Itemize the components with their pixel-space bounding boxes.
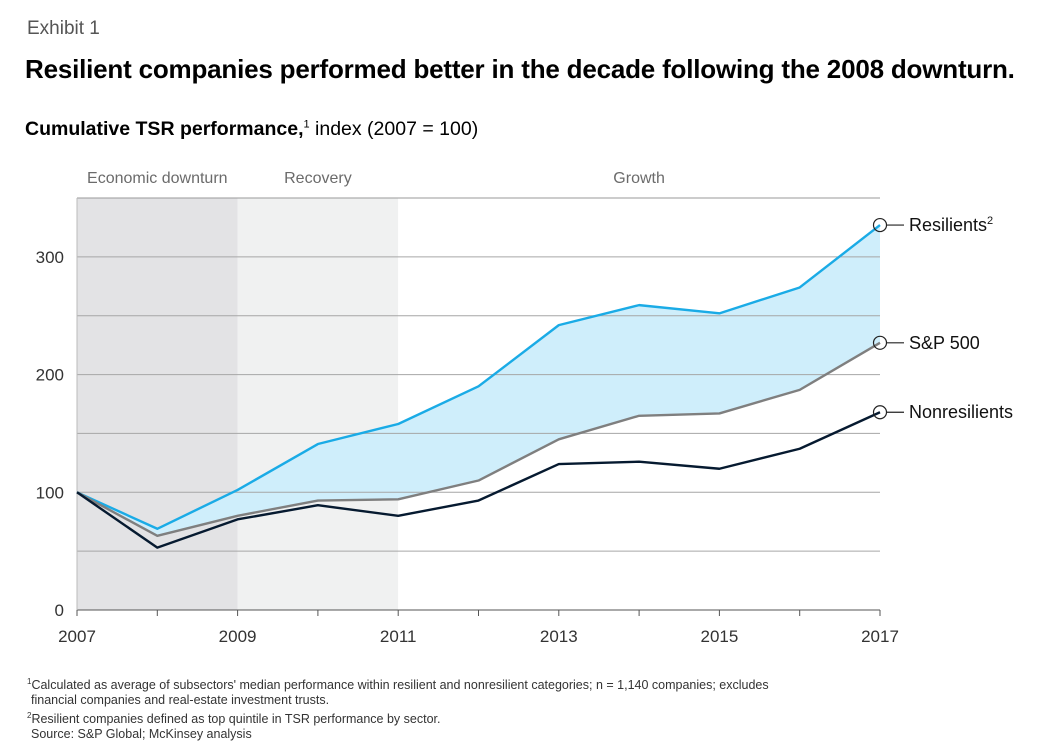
series-label-2: Nonresilients — [909, 402, 1013, 422]
footnote-1-marker: 1 — [27, 677, 32, 686]
series-label-text-2: Nonresilients — [909, 402, 1013, 422]
exhibit-label: Exhibit 1 — [27, 18, 100, 39]
chart-title: Resilient companies performed better in … — [25, 54, 1015, 84]
footnote-2: 2Resilient companies defined as top quin… — [27, 708, 769, 727]
series-line-s-p-500 — [76, 341, 881, 538]
subtitle-bold: Cumulative TSR performance, — [25, 118, 304, 140]
x-tick-2015: 2015 — [700, 627, 738, 646]
footnote-2-marker: 2 — [27, 711, 32, 721]
x-tick-2007: 2007 — [58, 627, 96, 646]
series-label-sup-0: 2 — [987, 215, 993, 227]
footnote-1-cont: financial companies and real-estate inve… — [31, 693, 330, 708]
x-tick-2013: 2013 — [540, 627, 578, 646]
resilients-spread-area — [77, 225, 880, 536]
phase-band-1 — [237, 198, 399, 610]
subtitle-footnote-ref: 1 — [303, 118, 310, 131]
series-line-resilients — [76, 224, 881, 530]
x-tick-2009: 2009 — [219, 627, 257, 646]
source-note: Source: S&P Global; McKinsey analysis — [31, 727, 252, 742]
footnote-1-text: Calculated as average of subsectors' med… — [31, 678, 769, 693]
footnote-2-text: Resilient companies defined as top quint… — [31, 712, 441, 727]
series-label-0: Resilients2 — [909, 215, 993, 235]
chart-subtitle: Cumulative TSR performance,1 index (2007… — [25, 118, 478, 141]
footnotes: 1Calculated as average of subsectors' me… — [27, 674, 769, 742]
y-tick-200: 200 — [36, 366, 64, 385]
y-tick-100: 100 — [36, 483, 64, 502]
y-tick-300: 300 — [36, 248, 64, 267]
phase-label-2: Growth — [613, 170, 665, 187]
x-tick-2017: 2017 — [861, 627, 899, 646]
series-line-nonresilients — [76, 411, 881, 549]
phase-label-0: Economic downturn — [87, 170, 228, 187]
phase-band-0 — [77, 198, 238, 610]
x-tick-2011: 2011 — [380, 627, 417, 646]
footnote-1: 1Calculated as average of subsectors' me… — [27, 674, 769, 693]
subtitle-rest: index (2007 = 100) — [309, 118, 479, 140]
series-label-1: S&P 500 — [909, 333, 980, 353]
phase-label-1: Recovery — [284, 170, 352, 187]
y-tick-0: 0 — [55, 601, 64, 620]
series-label-text-1: S&P 500 — [909, 333, 980, 353]
series-label-text-0: Resilients — [909, 215, 987, 235]
